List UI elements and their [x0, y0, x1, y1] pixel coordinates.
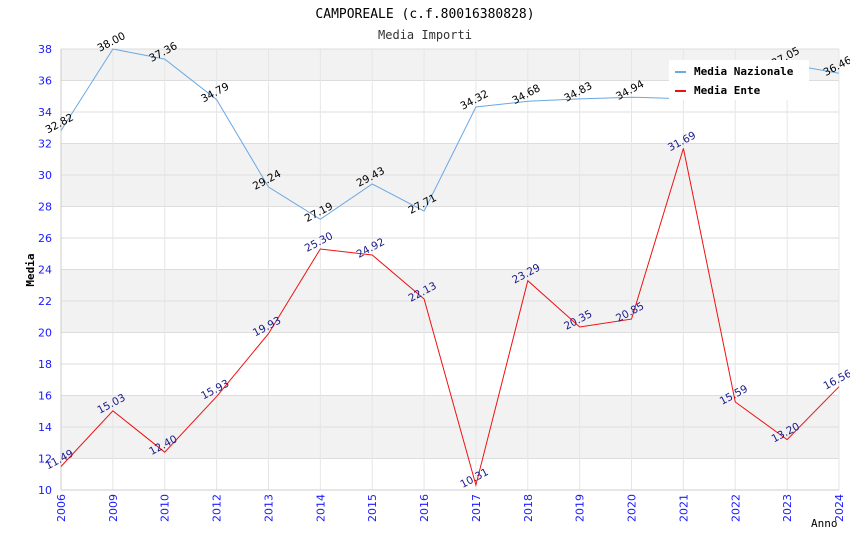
x-tick-label: 2013: [262, 494, 275, 522]
x-tick-label: 2014: [314, 494, 327, 522]
y-tick-label: 22: [38, 295, 52, 308]
grid-band: [61, 269, 839, 301]
x-axis-title: Anno: [811, 517, 838, 530]
x-tick-label: 2019: [574, 494, 587, 522]
data-label-ente: 11.49: [44, 448, 76, 473]
y-axis-ticks: 10 12 14 16 18 20 22 24 26 28 30 32 34 36 38: [38, 43, 52, 497]
y-tick-label: 36: [38, 75, 52, 88]
y-tick-label: 28: [38, 201, 52, 214]
grid-band: [61, 427, 839, 459]
y-tick-label: 30: [38, 169, 52, 182]
x-axis-ticks: 2006 2009 2010 2012 2013 2014 2015 2016 2017 2018…: [55, 494, 846, 522]
x-tick-label: 2017: [470, 494, 483, 522]
y-tick-label: 32: [38, 138, 52, 151]
x-tick-label: 2024: [833, 494, 846, 522]
grid-band: [61, 301, 839, 333]
x-tick-label: 2009: [107, 494, 120, 522]
x-tick-label: 2021: [677, 494, 690, 522]
x-tick-label: 2018: [522, 494, 535, 522]
y-tick-label: 26: [38, 232, 52, 245]
y-tick-label: 10: [38, 484, 52, 497]
chart-subtitle: Media Importi: [378, 28, 472, 42]
y-axis-title: Media: [24, 253, 37, 286]
chart-title: CAMPOREALE (c.f.80016380828): [315, 7, 534, 22]
grid-band: [61, 175, 839, 207]
data-label-ente: 24.92: [355, 236, 387, 261]
y-tick-label: 34: [38, 106, 52, 119]
legend-label-nazionale: Media Nazionale: [694, 65, 794, 78]
x-tick-label: 2012: [211, 494, 224, 522]
x-tick-label: 2016: [418, 494, 431, 522]
x-tick-label: 2020: [626, 494, 639, 522]
x-tick-label: 2006: [55, 494, 68, 522]
data-label-nazionale: 34.83: [562, 80, 594, 105]
y-tick-label: 20: [38, 327, 52, 340]
x-tick-label: 2023: [781, 494, 794, 522]
x-tick-label: 2022: [729, 494, 742, 522]
legend-label-ente: Media Ente: [694, 84, 761, 97]
y-tick-label: 16: [38, 390, 52, 403]
data-label-nazionale: 34.79: [199, 81, 231, 106]
legend-box: [669, 60, 809, 100]
y-tick-label: 38: [38, 43, 52, 56]
y-tick-label: 12: [38, 453, 52, 466]
x-tick-label: 2010: [159, 494, 172, 522]
y-tick-label: 24: [38, 264, 52, 277]
grid-lines: [60, 48, 840, 491]
data-label-nazionale: 34.68: [510, 82, 542, 107]
legend: Media Nazionale Media Ente: [669, 60, 809, 100]
data-label-nazionale: 34.94: [614, 78, 646, 103]
x-tick-label: 2015: [366, 494, 379, 522]
data-label-ente: 10.31: [458, 466, 490, 491]
data-label-ente: 16.56: [822, 368, 850, 393]
y-tick-label: 18: [38, 358, 52, 371]
grid-band: [61, 395, 839, 427]
series-line-ente: [60, 148, 840, 488]
y-tick-label: 14: [38, 421, 52, 434]
